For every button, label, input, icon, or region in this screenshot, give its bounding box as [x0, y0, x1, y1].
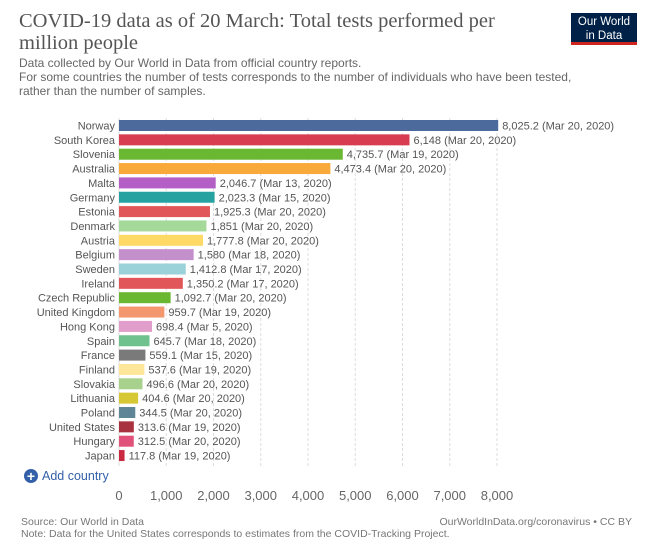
- bar: [119, 392, 139, 404]
- source-link[interactable]: OurWorldInData.org/coronavirus • CC BY: [439, 516, 632, 528]
- value-label: 344.5 (Mar 20, 2020): [139, 408, 242, 420]
- category-label: Ireland: [81, 278, 115, 290]
- add-country-label: Add country: [42, 469, 109, 483]
- category-label: United States: [49, 422, 116, 434]
- category-label: Spain: [87, 336, 115, 348]
- source-note: Source: Our World in Data: [21, 516, 144, 528]
- bar: [119, 163, 331, 175]
- bar: [119, 306, 165, 318]
- bar: [119, 335, 150, 347]
- logo-line: in Data: [585, 30, 623, 42]
- value-label: 312.5 (Mar 20, 2020): [138, 436, 241, 448]
- category-label: Australia: [72, 164, 116, 176]
- bar: [119, 378, 143, 390]
- bar: [119, 191, 215, 203]
- bar: [119, 177, 216, 189]
- category-label: Slovakia: [73, 379, 115, 391]
- bar: [119, 407, 136, 418]
- category-label: Slovenia: [73, 149, 116, 161]
- data-note: Note: Data for the United States corresp…: [21, 528, 450, 540]
- bar: [119, 292, 171, 304]
- category-label: Lithuania: [70, 393, 116, 405]
- category-label: Finland: [79, 364, 115, 376]
- category-label: Sweden: [75, 264, 115, 276]
- value-label: 2,046.7 (Mar 13, 2020): [220, 178, 332, 190]
- bar: [119, 220, 207, 232]
- category-label: United Kingdom: [37, 307, 115, 319]
- value-label: 496.6 (Mar 20, 2020): [146, 379, 249, 391]
- bar: [119, 320, 152, 332]
- value-label: 1,092.7 (Mar 20, 2020): [175, 293, 287, 305]
- value-label: 4,735.7 (Mar 19, 2020): [347, 149, 459, 161]
- value-label: 8,025.2 (Mar 20, 2020): [502, 121, 614, 133]
- x-tick-label: 5,000: [339, 488, 372, 503]
- category-label: Germany: [70, 192, 116, 204]
- x-tick-label: 6,000: [386, 488, 419, 503]
- value-label: 4,473.4 (Mar 20, 2020): [334, 164, 446, 176]
- category-label: Estonia: [78, 207, 116, 219]
- value-label: 1,851 (Mar 20, 2020): [210, 221, 313, 233]
- category-label: Belgium: [75, 250, 115, 262]
- logo-line: Our World: [577, 16, 631, 28]
- value-label: 1,580 (Mar 18, 2020): [198, 250, 301, 262]
- x-tick-label: 2,000: [197, 488, 230, 503]
- subtitle-line: rather than the number of samples.: [19, 84, 206, 98]
- bar: [119, 206, 210, 218]
- value-label: 1,925.3 (Mar 20, 2020): [214, 207, 326, 219]
- bar: [119, 421, 134, 433]
- category-label: Norway: [78, 121, 116, 133]
- value-label: 117.8 (Mar 19, 2020): [129, 451, 231, 463]
- bar: [119, 234, 204, 246]
- value-label: 6,148 (Mar 20, 2020): [413, 135, 516, 147]
- x-tick-label: 7,000: [433, 488, 466, 503]
- bar: [119, 363, 145, 375]
- owid-logo[interactable]: Our World in Data: [571, 13, 637, 45]
- value-label: 959.7 (Mar 19, 2020): [168, 307, 271, 319]
- value-label: 537.6 (Mar 19, 2020): [148, 364, 251, 376]
- x-tick-label: 8,000: [481, 488, 514, 503]
- bar: [119, 134, 410, 146]
- category-label: Hong Kong: [60, 321, 115, 333]
- plus-circle-icon: +: [24, 469, 38, 483]
- bar: [119, 349, 146, 361]
- bar: [119, 120, 499, 131]
- value-label: 698.4 (Mar 5, 2020): [156, 321, 253, 333]
- value-label: 404.6 (Mar 20, 2020): [142, 393, 245, 405]
- bar: [119, 277, 183, 289]
- category-label: Japan: [85, 451, 115, 463]
- category-label: Poland: [81, 408, 115, 420]
- bar: [119, 435, 134, 447]
- bar: [119, 450, 125, 462]
- bar: [119, 249, 194, 261]
- chart-subtitle: Data collected by Our World in Data from…: [19, 56, 619, 98]
- category-label: Hungary: [73, 436, 115, 448]
- x-tick-label: 0: [115, 488, 122, 503]
- category-label: South Korea: [54, 135, 116, 147]
- category-label: Denmark: [70, 221, 115, 233]
- x-tick-label: 1,000: [150, 488, 183, 503]
- category-label: Czech Republic: [38, 293, 116, 305]
- x-tick-label: 3,000: [244, 488, 277, 503]
- category-label: France: [81, 350, 115, 362]
- add-country-button[interactable]: + Add country: [24, 468, 109, 484]
- value-label: 559.1 (Mar 15, 2020): [149, 350, 252, 362]
- value-label: 2,023.3 (Mar 15, 2020): [219, 192, 331, 204]
- value-label: 313.6 (Mar 19, 2020): [138, 422, 241, 434]
- category-label: Austria: [81, 235, 116, 247]
- bar: [119, 148, 343, 160]
- subtitle-line: Data collected by Our World in Data from…: [19, 56, 362, 70]
- subtitle-line: For some countries the number of tests c…: [19, 70, 572, 84]
- value-label: 1,777.8 (Mar 20, 2020): [207, 235, 319, 247]
- bar: [119, 263, 186, 275]
- x-tick-label: 4,000: [292, 488, 325, 503]
- value-label: 1,412.8 (Mar 17, 2020): [190, 264, 302, 276]
- value-label: 1,350.2 (Mar 17, 2020): [187, 278, 299, 290]
- chart-title: COVID-19 data as of 20 March: Total test…: [19, 10, 495, 54]
- value-label: 645.7 (Mar 18, 2020): [154, 336, 257, 348]
- category-label: Malta: [88, 178, 116, 190]
